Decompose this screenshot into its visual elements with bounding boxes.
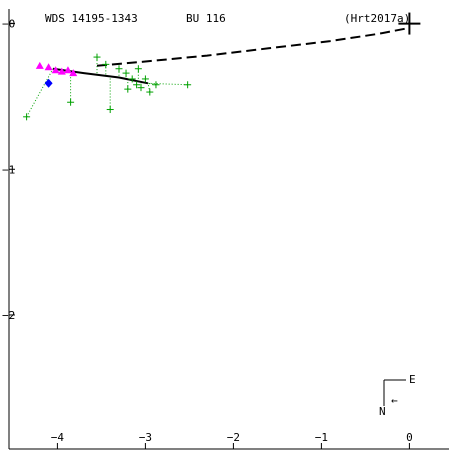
residual-line xyxy=(148,82,188,86)
observation-point xyxy=(134,65,142,73)
speckle-point xyxy=(51,66,60,74)
observation-point xyxy=(146,88,154,96)
wds-id-label: WDS 14195-1343 xyxy=(45,12,138,25)
observation-point xyxy=(137,84,145,92)
observation-point xyxy=(124,85,132,93)
observation-point xyxy=(133,81,141,89)
y-tick-label: −0 xyxy=(2,18,15,31)
observation-point xyxy=(128,75,136,83)
compass-north-label: N xyxy=(379,405,386,418)
observation-point xyxy=(67,98,75,106)
observation-point xyxy=(141,75,149,83)
x-tick-label: −2 xyxy=(227,431,240,444)
orbit-extension-dashed-line xyxy=(96,26,410,67)
x-tick-label: 0 xyxy=(406,431,413,444)
y-tick-label: −2 xyxy=(2,309,15,322)
reference-label: (Hrt2017a) xyxy=(344,12,410,25)
speckle-point xyxy=(69,69,78,77)
compass-east-label: E xyxy=(409,373,416,386)
discoverer-label: BU 116 xyxy=(186,12,226,25)
speckle-point xyxy=(57,67,66,75)
x-tick-label: −1 xyxy=(315,431,328,444)
x-tick-label: −3 xyxy=(139,431,152,444)
observation-point xyxy=(93,53,101,61)
primary-star-marker xyxy=(398,12,421,35)
observation-point xyxy=(115,65,123,73)
compass-arrow-icon: ← xyxy=(391,394,398,407)
speckle-point xyxy=(44,63,53,71)
speckle-point xyxy=(63,66,72,74)
residual-line xyxy=(26,68,54,118)
data-marks xyxy=(23,12,421,121)
y-tick-label: −1 xyxy=(2,163,15,176)
residual-line xyxy=(147,82,157,86)
x-tick-label: −4 xyxy=(51,431,65,444)
observation-point xyxy=(184,81,192,89)
compass: E N ← xyxy=(379,373,416,418)
predicted-point xyxy=(44,78,53,88)
observation-point xyxy=(152,81,160,89)
observation-point xyxy=(106,106,114,114)
speckle-point xyxy=(35,61,44,69)
observation-point xyxy=(102,60,110,68)
observation-point xyxy=(122,69,130,77)
axis-ticks: −4 −3 −2 −1 0 −0 −1 −2 xyxy=(2,18,413,449)
observation-point xyxy=(23,113,31,121)
plot-frame xyxy=(8,9,449,450)
